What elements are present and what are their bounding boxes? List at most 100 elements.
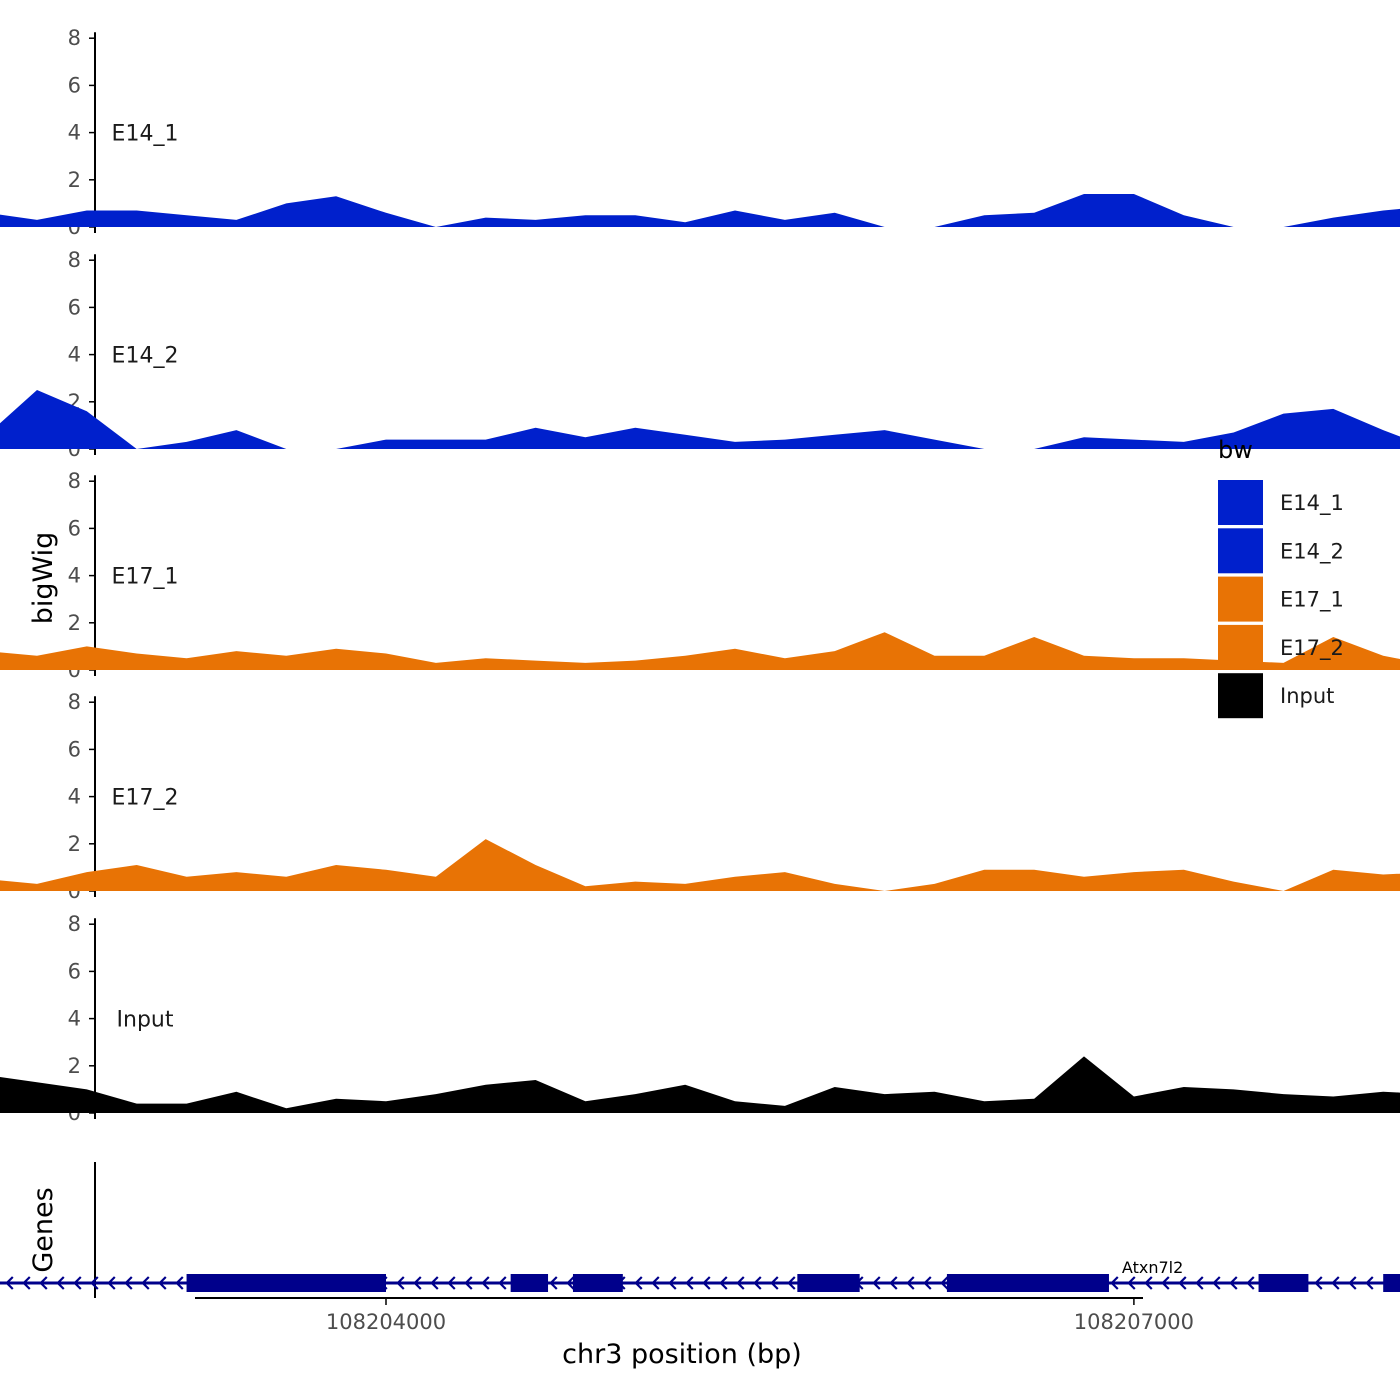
strand-arrow (498, 1276, 507, 1290)
exon (797, 1274, 860, 1292)
strand-arrow (566, 1276, 575, 1290)
strand-arrow (1348, 1276, 1357, 1290)
strand-arrow (39, 1276, 48, 1290)
exon (186, 1274, 386, 1292)
legend-swatch (1218, 576, 1263, 622)
y-tick-label: 4 (68, 343, 81, 367)
gene-label: Atxn7l2 (1122, 1258, 1183, 1277)
strand-arrow (141, 1276, 150, 1290)
strand-arrow (413, 1276, 422, 1290)
strand-arrow (175, 1276, 184, 1290)
area-series-E17_2 (0, 839, 1400, 891)
legend: bw E14_1 E14_2 E17_1 E17_2 Input (1218, 436, 1344, 719)
strand-arrow (5, 1276, 14, 1290)
y-tick-label: 8 (68, 912, 81, 936)
track-label-Input: Input (117, 1008, 174, 1033)
strand-arrow (124, 1276, 133, 1290)
legend-label: E17_1 (1280, 588, 1344, 613)
strand-arrow (464, 1276, 473, 1290)
y-tick-label: 4 (68, 121, 81, 145)
strand-arrow (923, 1276, 932, 1290)
strand-arrow (1314, 1276, 1323, 1290)
legend-label: E14_1 (1280, 491, 1344, 516)
strand-arrow (1195, 1276, 1204, 1290)
x-axis-title: chr3 position (bp) (562, 1339, 802, 1370)
track-panel-E14_1: 02468E14_1 (0, 26, 1400, 239)
y-tick-label: 2 (68, 611, 81, 635)
strand-arrow (1178, 1276, 1187, 1290)
legend-swatch (1218, 673, 1263, 719)
legend-item-E17_1: E17_1 (1218, 576, 1344, 622)
y-tick-label: 6 (68, 73, 81, 97)
y-tick-label: 2 (68, 832, 81, 856)
strand-arrow (430, 1276, 439, 1290)
y-tick-label: 8 (68, 690, 81, 714)
legend-label: E17_2 (1280, 636, 1344, 661)
strand-arrow (1212, 1276, 1221, 1290)
strand-arrow (73, 1276, 82, 1290)
gene-Atxn7l2: Atxn7l2 (0, 1258, 1400, 1292)
legend-item-E14_1: E14_1 (1218, 480, 1344, 525)
legend-item-Input: Input (1218, 673, 1334, 719)
strand-arrow (158, 1276, 167, 1290)
strand-arrow (56, 1276, 65, 1290)
exon (1258, 1274, 1309, 1292)
strand-arrow (1144, 1276, 1153, 1290)
area-series-E14_1 (0, 194, 1400, 227)
y-tick-label: 8 (68, 469, 81, 493)
y-tick-label: 6 (68, 516, 81, 540)
track-label-E14_2: E14_2 (112, 344, 179, 369)
strand-arrow (1110, 1276, 1119, 1290)
legend-item-E14_2: E14_2 (1218, 528, 1344, 574)
strand-arrow (651, 1276, 660, 1290)
strand-arrow (736, 1276, 745, 1290)
y-tick-label: 6 (68, 295, 81, 319)
y-tick-label: 6 (68, 959, 81, 983)
strand-arrow (634, 1276, 643, 1290)
y-tick-label: 8 (68, 248, 81, 272)
exon (1383, 1274, 1400, 1292)
strand-arrow (90, 1276, 99, 1290)
area-series-E17_1 (0, 632, 1400, 670)
strand-arrow (1331, 1276, 1340, 1290)
strand-arrow (107, 1276, 116, 1290)
track-panel-Input: 02468Input (0, 912, 1400, 1125)
y-axis-title: bigWig (28, 532, 59, 625)
x-tick-label: 108207000 (1074, 1310, 1194, 1334)
legend-title: bw (1218, 436, 1253, 464)
track-label-E17_1: E17_1 (112, 565, 179, 590)
exon (510, 1274, 549, 1292)
strand-arrow (719, 1276, 728, 1290)
track-label-E14_1: E14_1 (112, 122, 179, 147)
strand-arrow (1161, 1276, 1170, 1290)
area-series-E14_2 (0, 390, 1400, 449)
genes-panel: Atxn7l2Sypl2 (0, 1162, 1400, 1298)
strand-arrow (22, 1276, 31, 1290)
bigwig-panels: 02468E14_102468E14_202468E17_102468E17_2… (0, 26, 1400, 1125)
strand-arrow (1229, 1276, 1238, 1290)
track-panel-E14_2: 02468E14_2 (0, 248, 1400, 461)
strand-arrow (1365, 1276, 1374, 1290)
strand-arrow (940, 1276, 949, 1290)
y-tick-label: 8 (68, 26, 81, 50)
strand-arrow (906, 1276, 915, 1290)
y-tick-label: 4 (68, 564, 81, 588)
y-tick-label: 2 (68, 1054, 81, 1078)
exon (572, 1274, 623, 1292)
strand-arrow (1246, 1276, 1255, 1290)
genes-axis-title: Genes (28, 1187, 59, 1272)
strand-arrow (549, 1276, 558, 1290)
strand-arrow (668, 1276, 677, 1290)
strand-arrow (702, 1276, 711, 1290)
exon (946, 1274, 1109, 1292)
x-tick-label: 108204000 (326, 1310, 446, 1334)
y-tick-label: 6 (68, 737, 81, 761)
strand-arrow (1127, 1276, 1136, 1290)
track-panel-E17_1: 02468E17_1 (0, 469, 1400, 682)
strand-arrow (753, 1276, 762, 1290)
y-tick-label: 4 (68, 1007, 81, 1031)
area-series-Input (0, 1056, 1400, 1113)
strand-arrow (770, 1276, 779, 1290)
y-tick-label: 4 (68, 785, 81, 809)
